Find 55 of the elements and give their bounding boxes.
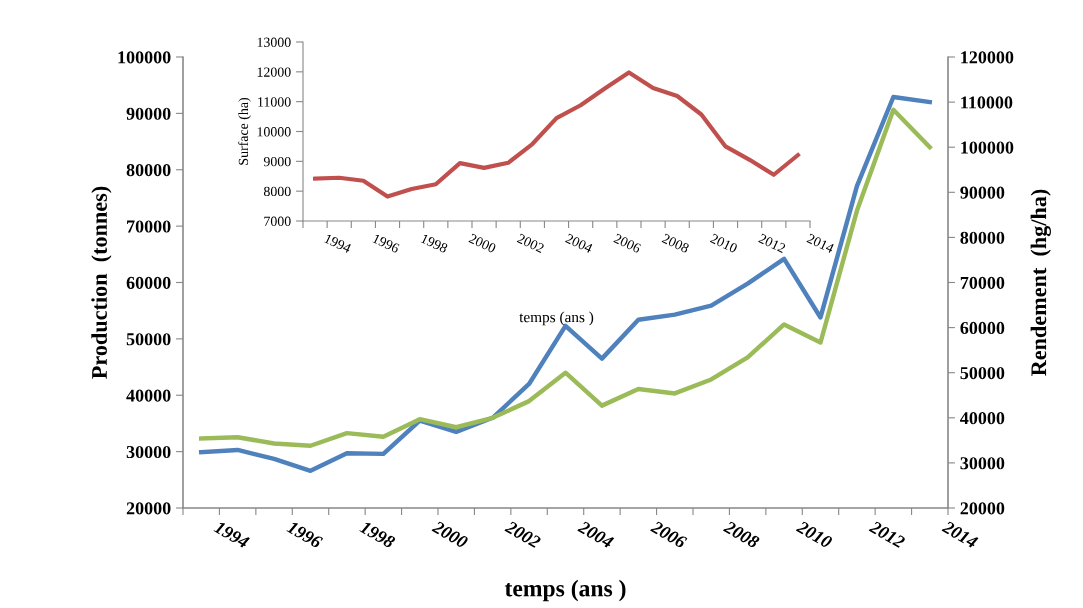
y2-tick-label: 30000 bbox=[960, 457, 1005, 470]
y2-tick-label: 100000 bbox=[961, 141, 1014, 154]
y2-tick-label: 90000 bbox=[960, 186, 1005, 199]
x-tick-label: 2014 bbox=[941, 520, 979, 549]
y-axis-title: Production (tonnes) bbox=[91, 186, 112, 379]
y-tick-label: 60000 bbox=[126, 276, 171, 289]
y-tick-label: 13000 bbox=[257, 37, 291, 47]
y2-tick-label: 50000 bbox=[960, 366, 1005, 380]
x-tick-label: 1994 bbox=[324, 233, 352, 254]
y-tick-label: 11000 bbox=[258, 97, 291, 107]
x-tick-label: 2012 bbox=[758, 233, 787, 254]
y-tick-label: 30000 bbox=[126, 445, 171, 459]
y-tick-label: 20000 bbox=[126, 502, 171, 515]
x-tick-label: 2000 bbox=[468, 233, 497, 254]
x-tick-label: 2014 bbox=[806, 233, 835, 254]
x-tick-label: 2008 bbox=[722, 520, 761, 549]
x-tick-label: 2006 bbox=[613, 233, 642, 254]
x-tick-label: 2004 bbox=[577, 520, 615, 549]
y-axis-title: Surface (ha) bbox=[238, 97, 251, 165]
y2-tick-label: 110000 bbox=[961, 96, 1013, 109]
x-tick-label: 1998 bbox=[359, 520, 396, 549]
x-tick-label: 1996 bbox=[372, 233, 401, 254]
y2-tick-label: 80000 bbox=[960, 231, 1005, 244]
x-tick-label: 2012 bbox=[868, 520, 906, 549]
y-tick-label: 8000 bbox=[263, 186, 291, 197]
y2-tick-label: 70000 bbox=[960, 276, 1005, 289]
x-tick-label: 1996 bbox=[286, 520, 324, 549]
x-tick-label: 2006 bbox=[650, 520, 688, 549]
y-tick-label: 80000 bbox=[126, 164, 171, 177]
x-tick-label: 2002 bbox=[516, 233, 545, 254]
x-tick-label: 2008 bbox=[661, 233, 690, 254]
y2-tick-label: 120000 bbox=[961, 51, 1014, 64]
x-tick-label: 1998 bbox=[420, 233, 449, 254]
x-tick-label: 2010 bbox=[709, 233, 738, 254]
x-axis-title: temps (ans ) bbox=[519, 311, 594, 326]
y-tick-label: 40000 bbox=[126, 389, 171, 402]
y2-axis-title: Rendement (hg/ha) bbox=[1030, 189, 1051, 376]
y-tick-label: 7000 bbox=[264, 216, 291, 226]
y2-tick-label: 20000 bbox=[960, 502, 1005, 515]
x-axis-title: temps (ans ) bbox=[504, 579, 626, 602]
y2-tick-label: 60000 bbox=[960, 321, 1005, 335]
y-tick-label: 70000 bbox=[127, 220, 171, 233]
x-tick-label: 2000 bbox=[431, 520, 469, 549]
line-series bbox=[312, 70, 801, 199]
y-tick-label: 12000 bbox=[257, 67, 291, 77]
x-tick-label: 2004 bbox=[564, 233, 594, 254]
y-tick-label: 10000 bbox=[257, 127, 291, 137]
y-tick-label: 100000 bbox=[118, 51, 171, 64]
y2-tick-label: 40000 bbox=[960, 412, 1005, 425]
x-tick-label: 2002 bbox=[504, 520, 542, 549]
y-tick-label: 9000 bbox=[263, 156, 291, 167]
x-tick-label: 2010 bbox=[795, 520, 834, 549]
y-tick-label: 50000 bbox=[126, 333, 171, 346]
y-tick-label: 90000 bbox=[126, 107, 171, 120]
x-tick-label: 1994 bbox=[213, 520, 250, 549]
